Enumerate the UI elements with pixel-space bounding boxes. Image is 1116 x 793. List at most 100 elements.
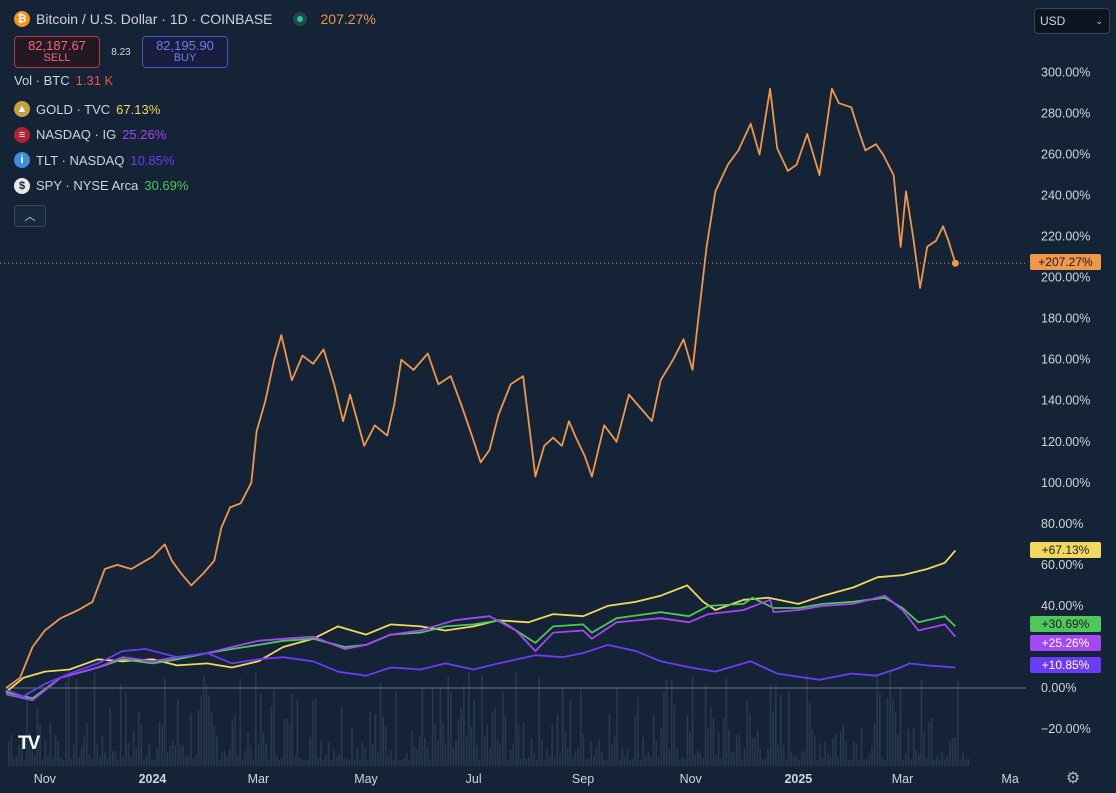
comparison-legend-row[interactable]: ▲ GOLD · TVC 67.13% — [14, 97, 376, 123]
x-axis[interactable]: Nov 2024 Mar May Jul Sep Nov 2025 Mar Ma — [34, 772, 1019, 786]
volume-bar — [156, 747, 158, 766]
volume-bar — [226, 756, 228, 766]
volume-bar — [600, 752, 603, 766]
volume-value: 1.31 K — [75, 73, 114, 89]
volume-bar — [265, 743, 267, 766]
volume-bar — [704, 685, 707, 766]
volume-bar — [775, 684, 777, 766]
volume-bar — [307, 760, 309, 766]
volume-bar — [257, 744, 260, 766]
x-tick-label: May — [354, 772, 378, 786]
volume-bar — [889, 671, 891, 766]
volume-bar — [751, 738, 754, 766]
volume-bar — [15, 756, 18, 766]
volume-bar — [218, 760, 221, 766]
series-line[interactable] — [5, 549, 957, 693]
volume-bar — [814, 736, 816, 766]
series-line[interactable] — [5, 87, 957, 689]
volume-bar — [611, 744, 613, 766]
volume-bar — [816, 759, 819, 766]
x-tick-label: Mar — [892, 772, 914, 786]
comparison-legend-row[interactable]: $ SPY · NYSE Arca 30.69% — [14, 173, 376, 199]
volume-bar — [923, 731, 925, 766]
volume-bar — [309, 737, 312, 766]
volume-bar — [746, 700, 748, 766]
volume-bar — [728, 729, 730, 766]
volume-bar — [78, 757, 80, 766]
series-line[interactable] — [5, 596, 957, 700]
volume-bar — [138, 711, 140, 766]
volume-bar — [686, 715, 689, 766]
volume-bar — [928, 721, 930, 766]
volume-bar — [587, 758, 590, 766]
volume-bar — [18, 745, 20, 766]
volume-bar — [577, 746, 579, 766]
volume-bar — [314, 698, 317, 766]
volume-bar — [242, 760, 244, 766]
volume-bar — [424, 737, 426, 766]
volume-bar — [777, 744, 780, 766]
series-end-label-text: +67.13% — [1042, 543, 1090, 557]
volume-bar — [528, 757, 530, 766]
volume-bar — [824, 741, 826, 766]
volume-bar — [689, 732, 691, 766]
volume-bar — [580, 689, 582, 766]
volume-bar — [351, 728, 353, 766]
volume-bar — [608, 713, 611, 766]
volume-bar — [8, 741, 10, 766]
volume-bar — [582, 734, 585, 766]
sell-button[interactable]: 82,187.67 SELL — [14, 36, 100, 68]
volume-bar — [850, 760, 852, 766]
x-tick-label: Nov — [34, 772, 57, 786]
volume-bar — [340, 706, 343, 766]
comparison-legend-row[interactable]: ≡ NASDAQ · IG 25.26% — [14, 122, 376, 148]
volume-bar — [879, 693, 881, 766]
series-line[interactable] — [5, 594, 957, 702]
volume-bar — [954, 737, 956, 766]
volume-bar — [135, 747, 137, 766]
volume-bar — [411, 730, 413, 766]
volume-bar — [200, 695, 202, 766]
buy-button[interactable]: 82,195.90 BUY — [142, 36, 228, 68]
volume-bar — [899, 686, 902, 766]
volume-bar — [517, 724, 520, 766]
volume-bar — [312, 700, 314, 766]
volume-bar — [525, 758, 527, 766]
currency-select[interactable]: USD ⌄ — [1034, 8, 1110, 34]
volume-bar — [392, 759, 395, 766]
gear-icon[interactable]: ⚙ — [1065, 770, 1081, 787]
volume-bar — [431, 688, 434, 766]
volume-bar — [959, 759, 962, 766]
volume-bar — [122, 756, 124, 766]
volume-bar — [951, 737, 954, 766]
volume-bar — [912, 727, 915, 766]
series-line[interactable] — [5, 644, 956, 698]
volume-bar — [320, 740, 322, 766]
symbol-header[interactable]: ₿ Bitcoin / U.S. Dollar · 1D · COINBASE … — [14, 9, 376, 29]
collapse-legend-button[interactable]: ︿ — [14, 204, 46, 227]
volume-bar — [910, 759, 912, 766]
volume-bar — [387, 755, 390, 766]
volume-bar — [827, 753, 829, 766]
volume-bar — [489, 748, 491, 766]
volume-bar — [915, 749, 917, 766]
volume-bar — [304, 759, 306, 766]
volume-bar — [886, 698, 889, 766]
volume-bar — [356, 747, 358, 766]
volume-legend-row[interactable]: Vol · BTC 1.31 K — [14, 68, 376, 94]
volume-bar — [234, 714, 236, 766]
volume-bar — [736, 735, 738, 766]
volume-bar — [733, 751, 735, 766]
comparison-legend-row[interactable]: i TLT · NASDAQ 10.85% — [14, 148, 376, 174]
volume-bar — [177, 698, 179, 766]
volume-bar — [941, 752, 943, 766]
volume-bar — [863, 759, 865, 766]
y-axis[interactable]: 300.00% 280.00% 260.00% 240.00% 220.00% 200.0… — [1041, 65, 1091, 736]
volume-bar — [652, 714, 655, 766]
volume-bar — [665, 680, 668, 766]
y-tick-label: 240.00% — [1041, 189, 1090, 203]
y-tick-label: 260.00% — [1041, 147, 1090, 161]
market-status-icon[interactable] — [292, 12, 307, 26]
volume-bar — [106, 758, 109, 766]
